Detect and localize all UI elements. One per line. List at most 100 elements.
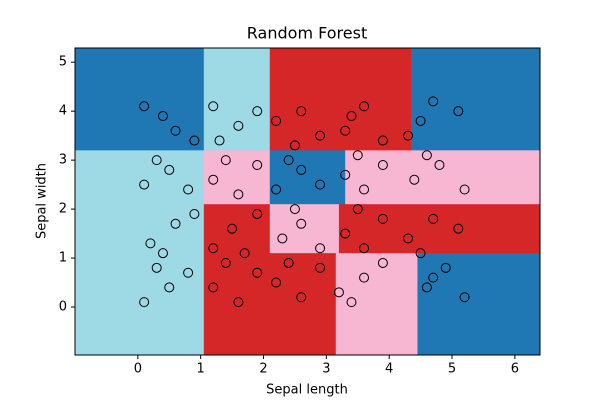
data-point: [415, 115, 426, 126]
data-point: [333, 287, 344, 298]
data-point: [208, 282, 219, 293]
data-point: [359, 184, 370, 195]
x-tick-label: 0: [134, 362, 142, 377]
data-point: [183, 267, 194, 278]
data-point: [377, 257, 388, 268]
data-point: [315, 179, 326, 190]
decision-region: [335, 253, 418, 356]
data-point: [271, 277, 282, 288]
decision-region: [411, 48, 541, 151]
x-tick-label: 4: [385, 362, 393, 377]
data-point: [252, 208, 263, 219]
data-point: [139, 297, 150, 308]
data-point: [151, 262, 162, 273]
decision-region: [345, 150, 541, 205]
data-point: [359, 101, 370, 112]
data-point: [277, 233, 288, 244]
x-tick-label: 1: [197, 362, 205, 377]
data-point: [415, 248, 426, 259]
data-point: [315, 262, 326, 273]
data-point: [346, 297, 357, 308]
data-point: [164, 164, 175, 175]
decision-region: [269, 150, 346, 205]
data-point: [346, 111, 357, 122]
data-point: [164, 282, 175, 293]
data-point: [359, 272, 370, 283]
data-point: [189, 208, 200, 219]
y-tick-label: 2: [59, 202, 67, 217]
data-point: [352, 150, 363, 161]
data-point: [289, 140, 300, 151]
data-point: [315, 130, 326, 141]
data-point: [189, 135, 200, 146]
data-point: [403, 233, 414, 244]
data-point: [139, 101, 150, 112]
data-point: [170, 125, 181, 136]
y-tick-label: 5: [59, 55, 67, 70]
data-point: [296, 106, 307, 117]
data-point: [214, 135, 225, 146]
data-point: [233, 297, 244, 308]
data-point: [220, 155, 231, 166]
x-tick-label: 2: [259, 362, 267, 377]
data-point: [340, 125, 351, 136]
data-point: [453, 223, 464, 234]
data-point: [289, 204, 300, 215]
y-tick-label: 0: [59, 300, 67, 315]
data-point: [239, 248, 250, 259]
data-point: [157, 248, 168, 259]
data-point: [151, 155, 162, 166]
x-tick-label: 3: [322, 362, 330, 377]
decision-region: [203, 150, 271, 205]
data-point: [233, 189, 244, 200]
data-point: [359, 243, 370, 254]
data-point: [409, 174, 420, 185]
data-point: [296, 218, 307, 229]
data-point: [434, 160, 445, 171]
data-point: [145, 238, 156, 249]
decision-region: [203, 253, 337, 356]
data-point: [421, 282, 432, 293]
x-tick-label: 6: [511, 362, 519, 377]
data-point: [377, 160, 388, 171]
data-point: [315, 243, 326, 254]
x-tick-label: 5: [448, 362, 456, 377]
decision-region: [338, 204, 541, 254]
data-point: [271, 115, 282, 126]
data-point: [157, 111, 168, 122]
decision-region: [75, 150, 205, 356]
data-point: [170, 218, 181, 229]
data-point: [283, 257, 294, 268]
data-point: [428, 272, 439, 283]
data-point: [352, 204, 363, 215]
data-point: [453, 106, 464, 117]
data-point: [340, 228, 351, 239]
data-point: [271, 184, 282, 195]
data-point: [340, 169, 351, 180]
decision-region: [269, 48, 412, 151]
y-tick-label: 4: [59, 104, 67, 119]
data-point: [227, 223, 238, 234]
data-point: [403, 130, 414, 141]
data-point: [208, 174, 219, 185]
chart-title: Random Forest: [247, 24, 367, 43]
data-point: [252, 160, 263, 171]
data-point: [139, 179, 150, 190]
decision-region: [75, 48, 205, 151]
data-point: [296, 292, 307, 303]
data-point: [183, 184, 194, 195]
y-tick-label: 3: [59, 153, 67, 168]
data-point: [459, 184, 470, 195]
data-point: [220, 257, 231, 268]
data-point: [208, 101, 219, 112]
decision-region: [203, 48, 271, 151]
data-point: [421, 150, 432, 161]
data-point: [377, 213, 388, 224]
data-point: [252, 106, 263, 117]
data-point: [459, 292, 470, 303]
data-point: [233, 120, 244, 131]
data-point: [296, 164, 307, 175]
data-point: [428, 96, 439, 107]
data-point: [208, 243, 219, 254]
